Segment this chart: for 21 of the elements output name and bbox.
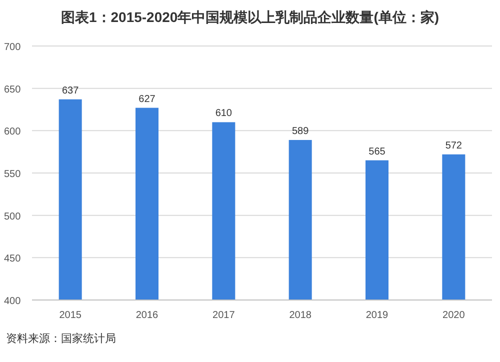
x-tick-label: 2020 (442, 310, 466, 321)
data-label: 610 (215, 108, 232, 120)
x-tick-label: 2015 (59, 310, 82, 321)
x-tick-label: 2017 (212, 310, 236, 321)
x-tick-label: 2018 (289, 310, 312, 321)
y-tick-label: 650 (4, 84, 22, 96)
y-tick-label: 400 (4, 296, 22, 307)
y-tick-label: 700 (4, 42, 22, 53)
y-tick-label: 500 (4, 211, 22, 222)
y-tick-label: 550 (4, 169, 22, 180)
chart-title: 图表1：2015-2020年中国规模以上乳制品企业数量(单位：家) (60, 9, 440, 25)
y-tick-label: 450 (4, 254, 22, 265)
y-tick-label: 600 (4, 126, 22, 138)
data-label: 589 (292, 126, 310, 137)
x-tick-label: 2019 (366, 310, 389, 321)
data-label: 637 (62, 85, 80, 96)
text: 资料来源：国家统计局 (6, 332, 116, 345)
data-label: 572 (445, 140, 462, 152)
data-label: 627 (138, 94, 156, 105)
data-label: 565 (368, 146, 386, 158)
x-tick-label: 2016 (136, 310, 159, 321)
